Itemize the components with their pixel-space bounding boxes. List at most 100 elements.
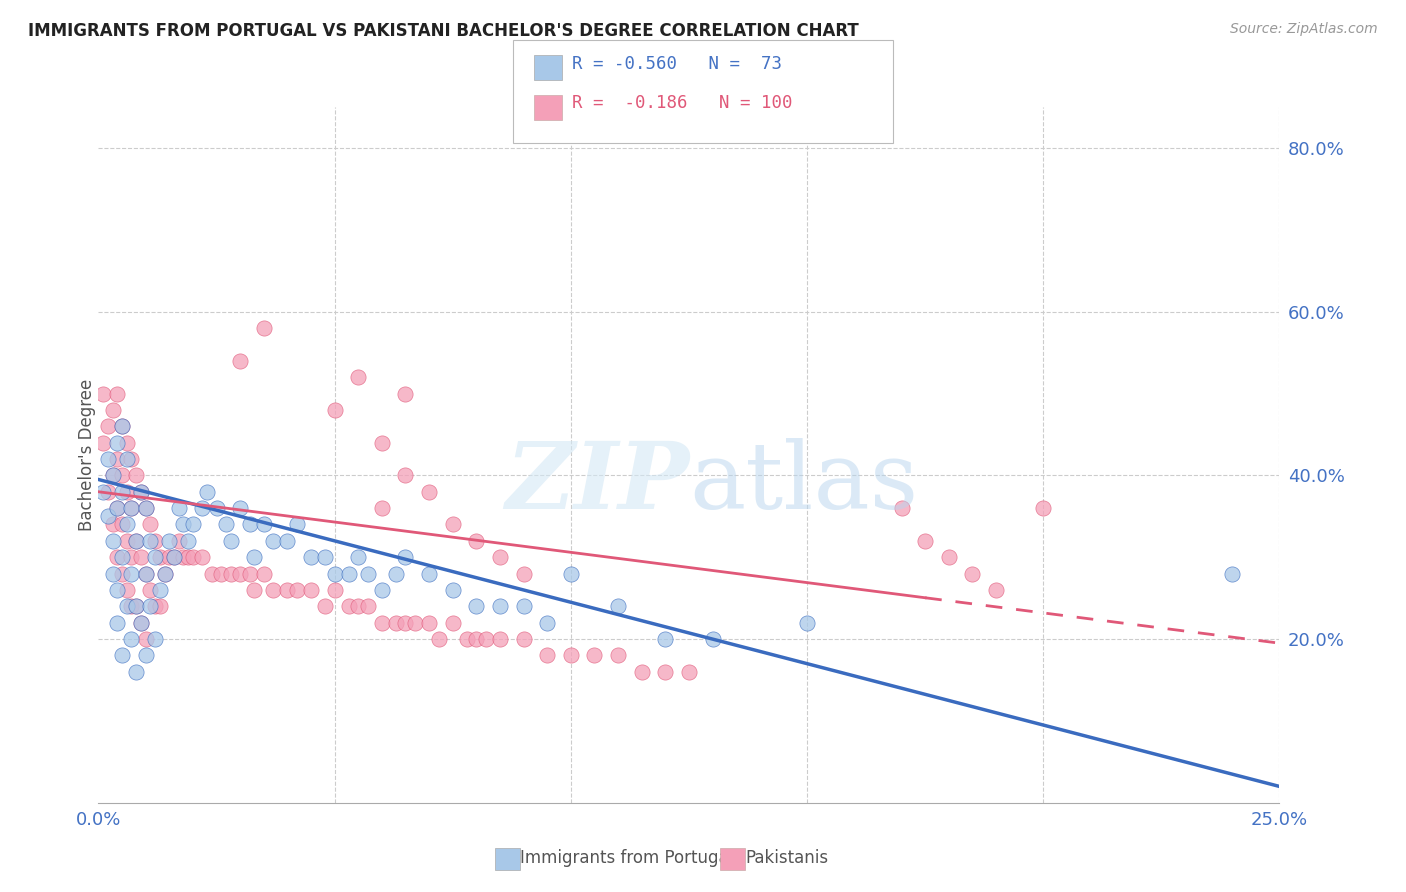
Point <box>105 435 128 450</box>
Point <box>219 566 242 581</box>
Point <box>323 566 346 581</box>
Point <box>337 566 360 581</box>
Text: 0.0%: 0.0% <box>76 811 121 829</box>
Point <box>337 599 360 614</box>
Point <box>394 386 416 401</box>
Point <box>157 533 180 548</box>
Point <box>607 648 630 663</box>
Point <box>115 599 138 614</box>
Point <box>239 517 262 532</box>
Point <box>465 632 488 646</box>
Point <box>347 550 370 565</box>
Point <box>115 533 138 548</box>
Point <box>796 615 818 630</box>
Point <box>121 566 143 581</box>
Point <box>654 665 676 679</box>
Point <box>489 550 512 565</box>
Point <box>135 632 157 646</box>
Point <box>253 566 276 581</box>
Point <box>125 599 148 614</box>
Point <box>135 648 157 663</box>
Point <box>105 550 128 565</box>
Point <box>101 533 124 548</box>
Point <box>630 665 652 679</box>
Point <box>262 533 284 548</box>
Point <box>385 566 408 581</box>
Text: 25.0%: 25.0% <box>1251 811 1308 829</box>
Point <box>181 550 204 565</box>
Point <box>143 599 166 614</box>
Point <box>125 533 148 548</box>
Point <box>105 615 128 630</box>
Point <box>678 665 700 679</box>
Point <box>323 403 346 417</box>
Point <box>121 632 143 646</box>
Point <box>115 435 138 450</box>
Point <box>285 517 308 532</box>
Point <box>135 501 157 516</box>
Point <box>465 599 488 614</box>
Point <box>489 599 512 614</box>
Point <box>938 550 960 565</box>
Point <box>135 566 157 581</box>
Point <box>195 484 218 499</box>
Point <box>371 615 394 630</box>
Point <box>111 484 134 499</box>
Point <box>135 501 157 516</box>
Point <box>167 501 190 516</box>
Point <box>153 566 176 581</box>
Point <box>157 550 180 565</box>
Point <box>149 550 172 565</box>
Point <box>239 566 262 581</box>
Point <box>111 648 134 663</box>
Point <box>583 648 606 663</box>
Point <box>181 517 204 532</box>
Text: R =  -0.186   N = 100: R = -0.186 N = 100 <box>572 94 793 112</box>
Point <box>314 550 336 565</box>
Point <box>129 615 152 630</box>
Point <box>101 403 124 417</box>
Point <box>560 648 582 663</box>
Point <box>1220 566 1243 581</box>
Point <box>121 550 143 565</box>
Point <box>512 599 534 614</box>
Point <box>418 484 440 499</box>
Point <box>149 599 172 614</box>
Point <box>441 582 464 597</box>
Point <box>91 484 114 499</box>
Point <box>101 468 124 483</box>
Point <box>427 632 450 646</box>
Point <box>111 419 134 434</box>
Point <box>101 517 124 532</box>
Point <box>209 566 232 581</box>
Point <box>125 665 148 679</box>
Point <box>97 484 120 499</box>
Point <box>465 533 488 548</box>
Point <box>560 566 582 581</box>
Point <box>962 566 984 581</box>
Point <box>299 550 322 565</box>
Point <box>105 582 128 597</box>
Point <box>441 517 464 532</box>
Point <box>394 550 416 565</box>
Point <box>512 566 534 581</box>
Point <box>385 615 408 630</box>
Point <box>111 566 134 581</box>
Point <box>129 484 152 499</box>
Point <box>890 501 912 516</box>
Point <box>191 550 214 565</box>
Point <box>115 517 138 532</box>
Point <box>702 632 724 646</box>
Point <box>91 435 114 450</box>
Point <box>285 582 308 597</box>
Point <box>229 353 252 368</box>
Point <box>177 550 200 565</box>
Point <box>153 566 176 581</box>
Point <box>105 452 128 467</box>
Text: IMMIGRANTS FROM PORTUGAL VS PAKISTANI BACHELOR'S DEGREE CORRELATION CHART: IMMIGRANTS FROM PORTUGAL VS PAKISTANI BA… <box>28 22 859 40</box>
Point <box>404 615 426 630</box>
Point <box>121 599 143 614</box>
Point <box>418 615 440 630</box>
Point <box>299 582 322 597</box>
Point <box>536 648 558 663</box>
